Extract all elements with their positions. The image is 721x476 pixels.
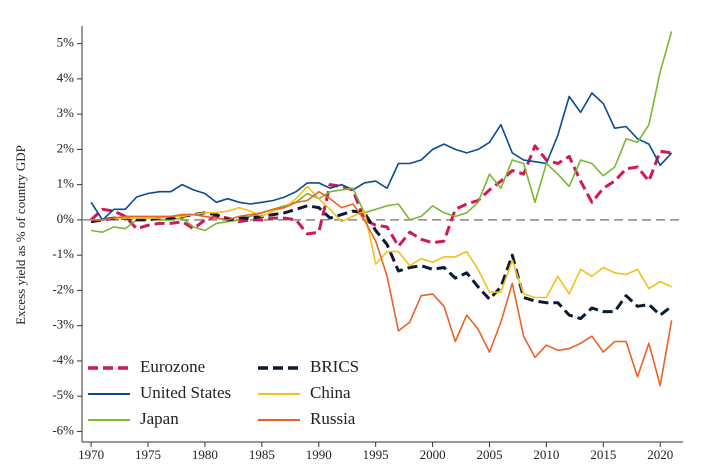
legend-label: Russia [310, 409, 356, 428]
y-tick-label: -5% [52, 387, 74, 402]
y-tick-label: 5% [57, 35, 75, 50]
y-tick-label: -1% [52, 246, 74, 261]
x-tick-label: 1970 [78, 447, 104, 462]
x-tick-label: 2020 [647, 447, 673, 462]
x-tick-label: 2005 [476, 447, 502, 462]
y-tick-label: -2% [52, 281, 74, 296]
series-line [91, 190, 673, 387]
series-line [90, 31, 673, 233]
y-tick-label: -3% [52, 317, 74, 332]
y-tick-label: 4% [57, 70, 75, 85]
series-line [90, 92, 673, 221]
y-tick-label: -6% [52, 422, 74, 437]
legend-label: BRICS [310, 357, 359, 376]
legend-label: Eurozone [140, 357, 205, 376]
series-line [91, 185, 672, 299]
y-tick-label: 2% [57, 140, 75, 155]
legend-label: United States [140, 383, 231, 402]
y-tick-label: 1% [57, 176, 75, 191]
legend-label: Japan [140, 409, 179, 428]
x-tick-label: 2000 [420, 447, 446, 462]
x-tick-label: 1980 [192, 447, 218, 462]
y-axis-label: Excess yield as % of country GDP [13, 145, 28, 325]
x-tick-label: 2015 [590, 447, 616, 462]
x-tick-label: 1995 [363, 447, 389, 462]
y-tick-label: -4% [52, 352, 74, 367]
x-tick-label: 2010 [533, 447, 559, 462]
y-tick-label: 3% [57, 105, 75, 120]
y-tick-label: 0% [57, 211, 75, 226]
series-line [90, 144, 672, 248]
x-tick-label: 1985 [249, 447, 275, 462]
x-tick-label: 1975 [135, 447, 161, 462]
x-tick-label: 1990 [306, 447, 332, 462]
legend-label: China [310, 383, 351, 402]
